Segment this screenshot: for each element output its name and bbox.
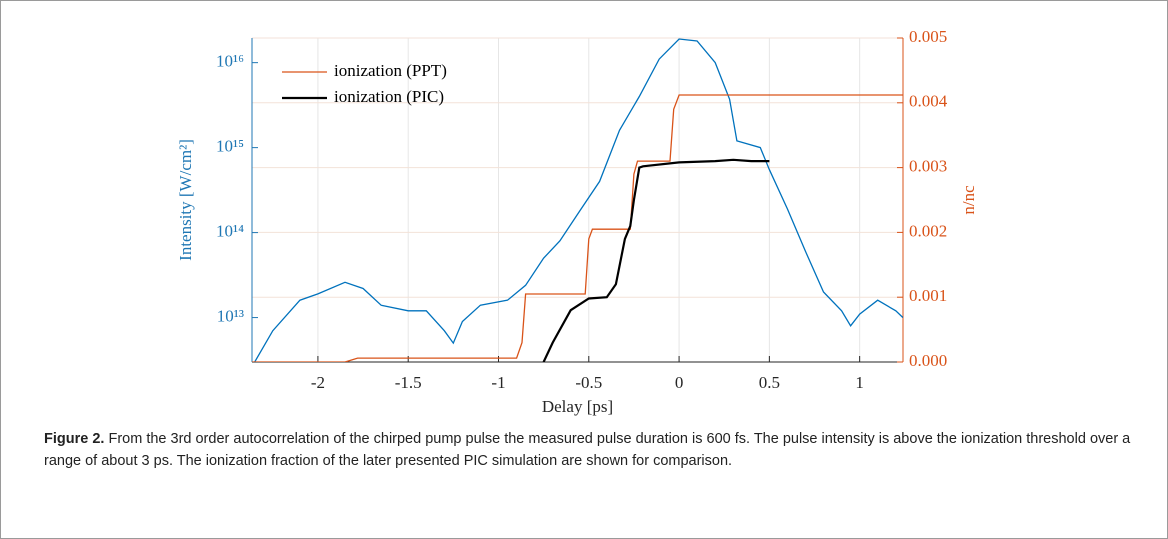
y2-axis-label: n/nc xyxy=(959,185,978,215)
series-line xyxy=(252,94,903,362)
series-line xyxy=(542,158,770,362)
legend-label: ionization (PPT) xyxy=(334,61,447,80)
x-tick-label: -0.5 xyxy=(575,373,602,392)
caption-text: From the 3rd order autocorrelation of th… xyxy=(44,431,1131,469)
y2-tick-label: 0.003 xyxy=(909,157,947,176)
caption: Figure 2. From the 3rd order autocorrela… xyxy=(44,428,1134,472)
y2-tick-label: 0.001 xyxy=(909,286,947,305)
y-tick-label: 10¹⁴ xyxy=(216,222,244,241)
x-tick-label: -1.5 xyxy=(395,373,422,392)
x-axis-label: Delay [ps] xyxy=(542,397,613,416)
y-tick-label: 10¹⁵ xyxy=(216,137,244,156)
legend-label: ionization (PIC) xyxy=(334,87,444,106)
caption-label: Figure 2. xyxy=(44,431,105,447)
y2-tick-label: 0.005 xyxy=(909,27,947,46)
y-tick-label: 10¹³ xyxy=(217,306,244,325)
y-tick-label: 10¹⁶ xyxy=(216,52,244,71)
x-tick-label: -2 xyxy=(311,373,325,392)
x-tick-label: 0.5 xyxy=(759,373,780,392)
x-tick-label: -1 xyxy=(491,373,505,392)
x-tick-label: 0 xyxy=(675,373,684,392)
y2-tick-label: 0.004 xyxy=(909,92,948,111)
y-axis-label: Intensity [W/cm²] xyxy=(176,139,195,261)
y2-tick-label: 0.002 xyxy=(909,221,947,240)
x-tick-label: 1 xyxy=(855,373,864,392)
intensity-line xyxy=(254,38,903,362)
y2-tick-label: 0.000 xyxy=(909,351,947,370)
